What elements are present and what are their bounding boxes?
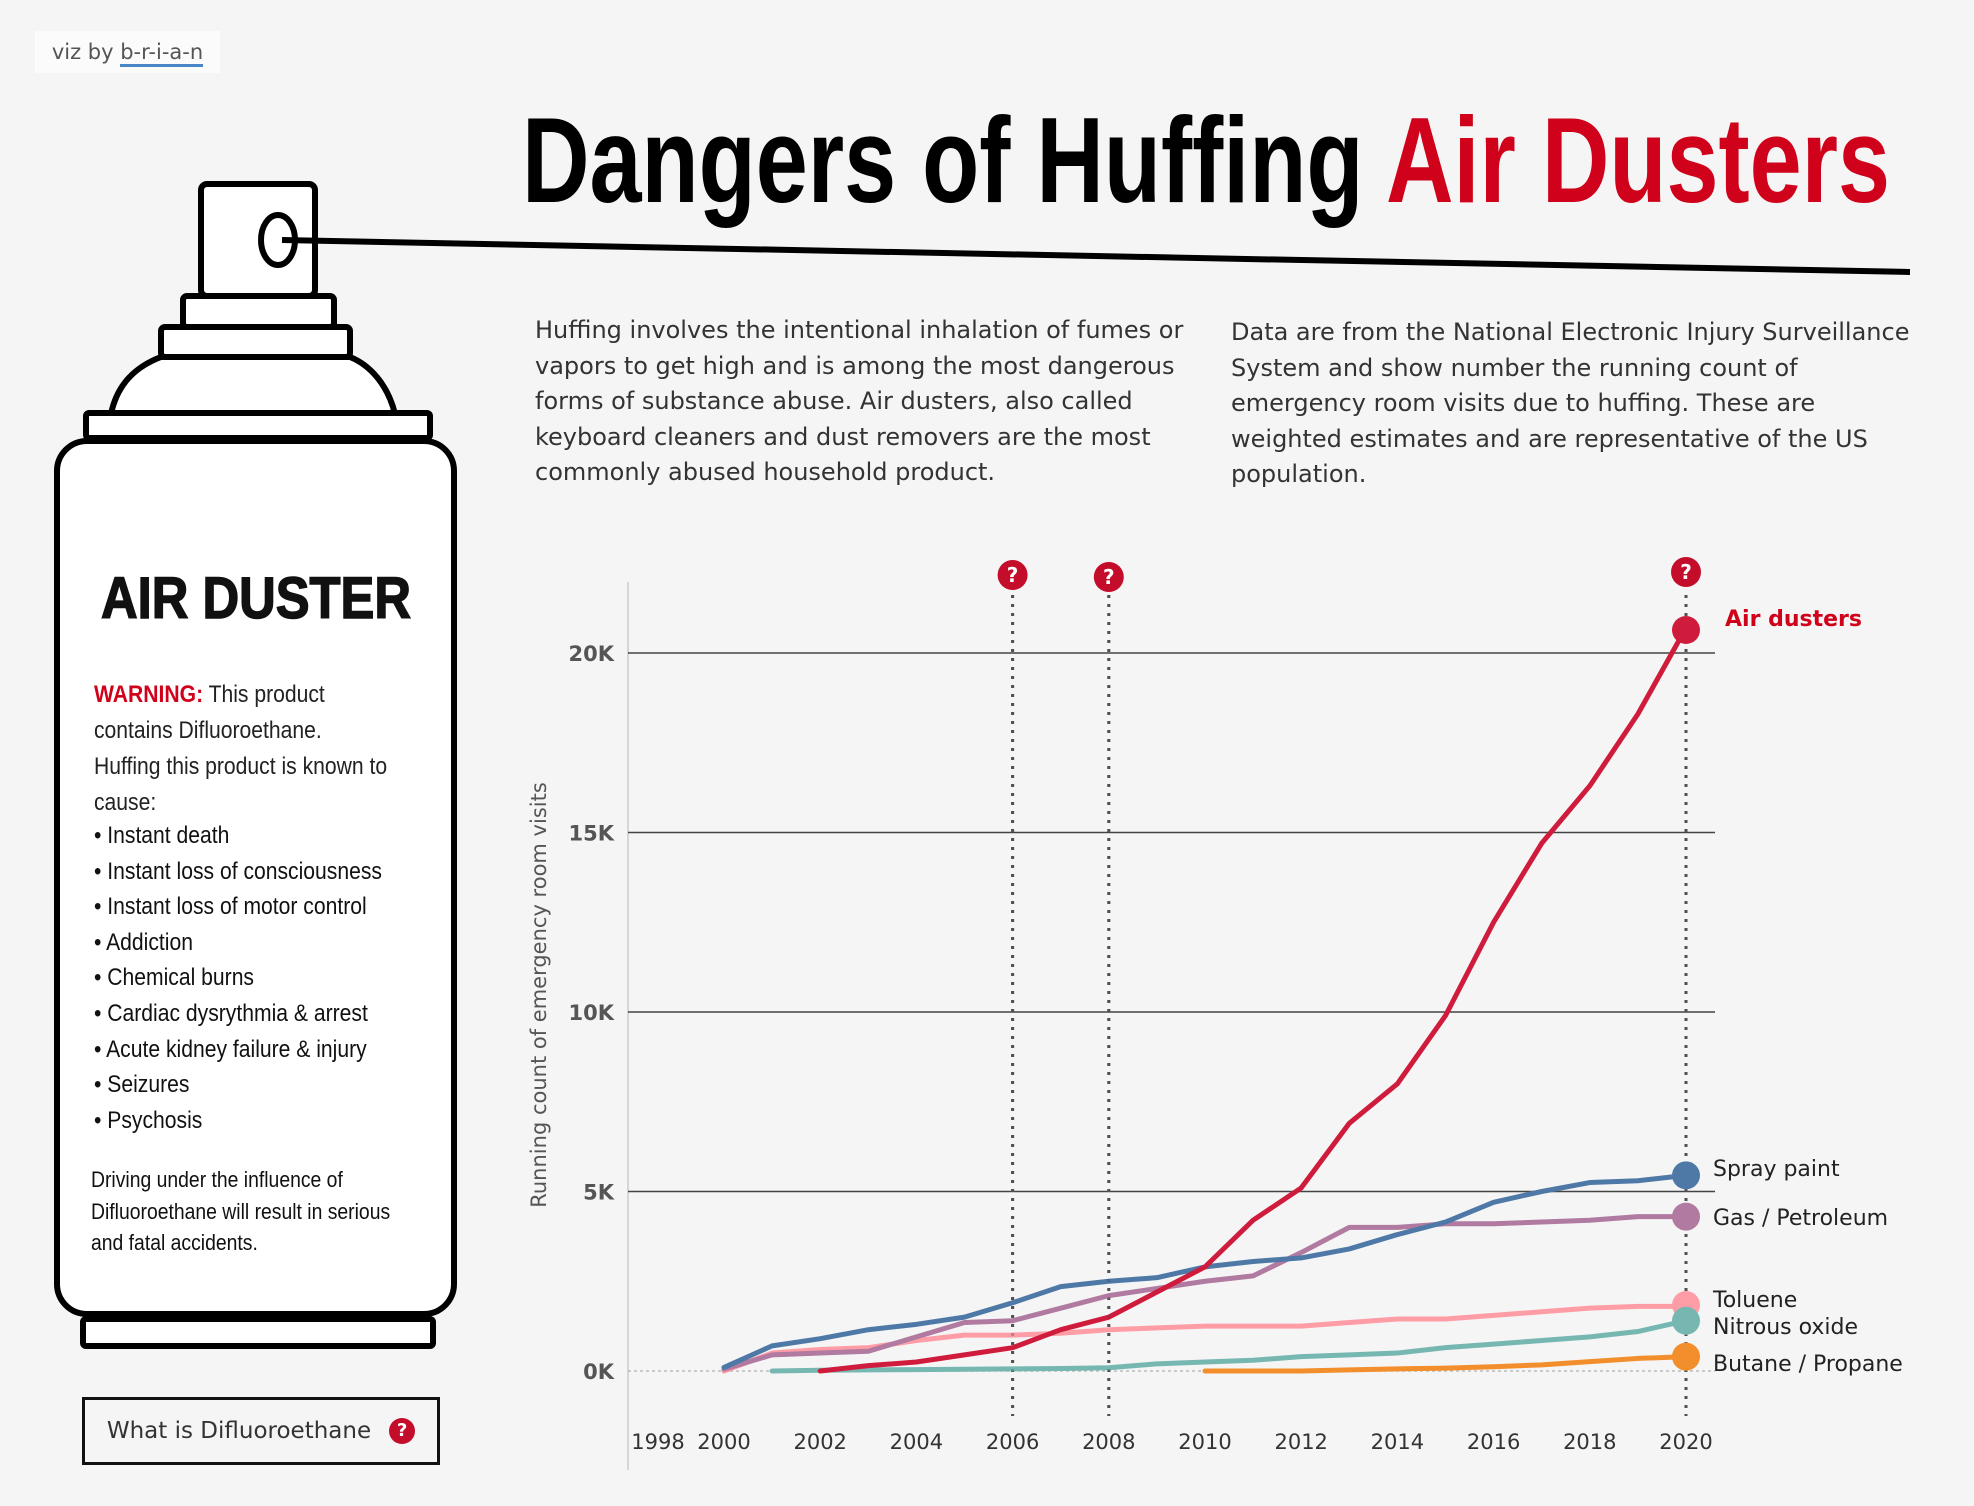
question-mark: ? [1680,560,1692,584]
question-circle-icon: ? [389,1418,416,1444]
page-title: Dangers of Huffing Air Dusters [522,92,1890,228]
intro-line: keyboard cleaners and dust removers are … [535,422,1151,451]
intro-line: vapors to get high and is among the most… [535,351,1175,380]
question-icon-bg [997,560,1028,590]
question-icon-bg [1093,562,1124,592]
credit-badge: viz by b-r-i-a-n [35,31,220,73]
intro-line: commonly abused household product. [535,458,996,487]
intro-line: weighted estimates and are representativ… [1231,424,1868,453]
question-icon-bg [1671,557,1701,587]
list-item: Instant loss of motor control [94,889,382,925]
question-mark: ? [1007,563,1019,587]
question-circle-icon[interactable]: ? [997,560,1028,590]
intro-right: Data are from the National Electronic In… [1231,315,1909,493]
question-circle-icon[interactable]: ? [1671,557,1701,587]
intro-line: emergency room visits due to huffing. Th… [1231,389,1816,418]
list-item: Chemical burns [94,960,382,996]
intro-line: Data are from the National Electronic In… [1231,318,1910,346]
list-item: Addiction [94,925,382,961]
list-item: Cardiac dysrythmia & arrest [94,996,382,1032]
intro-line: System and show number the running count… [1231,353,1798,382]
driving-warning: Driving under the influence of Difluoroe… [91,1167,391,1255]
author-link[interactable]: b-r-i-a-n [120,40,204,67]
intro-line: population. [1231,460,1367,489]
list-item: Instant loss of consciousness [94,854,382,890]
intro-line: forms of substance abuse. Air dusters, a… [535,387,1133,416]
title-part1: Dangers of Huffing [522,92,1386,228]
spray-line [281,237,1911,275]
list-item: Acute kidney failure & injury [94,1032,382,1068]
what-button-label: What is Difluoroethane [106,1418,372,1444]
list-item: Seizures [94,1067,382,1103]
effects-list: Instant death Instant loss of consciousn… [94,818,382,1138]
question-circle-icon[interactable]: ? [1093,562,1124,592]
list-item: Instant death [94,818,382,854]
warning-body: This product contains Difluoroethane. Hu… [94,681,388,816]
title-part2: Air Dusters [1386,92,1890,228]
credit-prefix: viz by [51,40,121,64]
intro-line: Huffing involves the intentional inhalat… [535,316,1184,344]
intro-left: Huffing involves the intentional inhalat… [535,313,1183,491]
list-item: Psychosis [94,1103,382,1139]
warning-label: WARNING: [94,681,204,708]
question-mark: ? [1103,565,1115,589]
warning-text: WARNING: This product contains Difluoroe… [94,677,393,821]
what-is-difluoroethane-button[interactable]: What is Difluoroethane ? [82,1397,440,1465]
can-label: AIR DUSTER [101,566,411,631]
